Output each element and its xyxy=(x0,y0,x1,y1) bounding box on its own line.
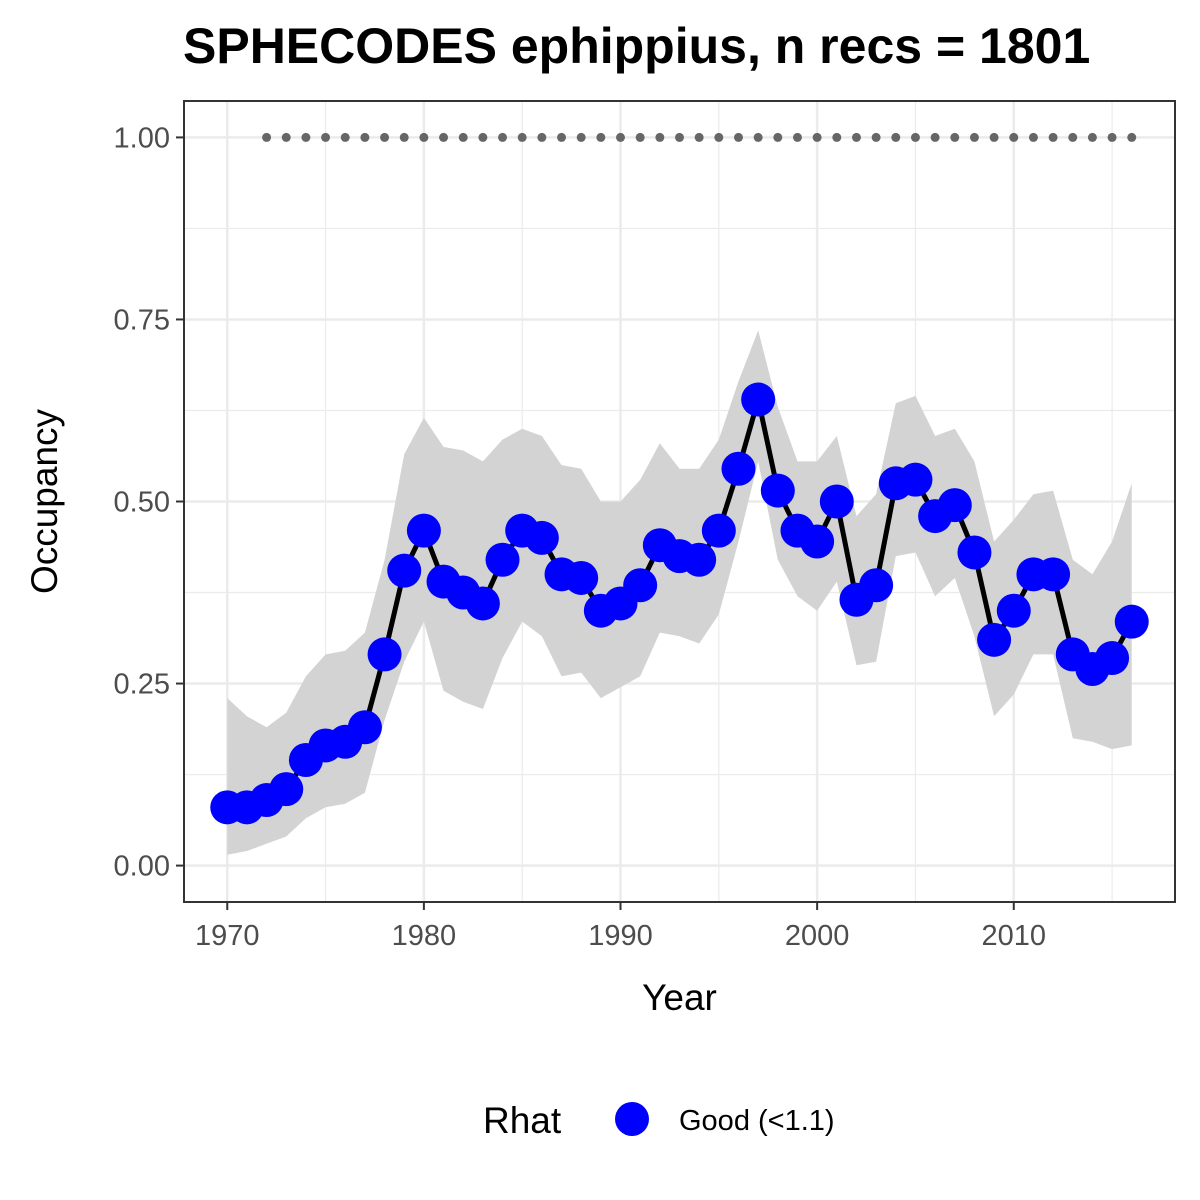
reference-point xyxy=(792,132,802,142)
data-point xyxy=(623,568,658,603)
x-tick-label: 1970 xyxy=(195,920,260,952)
y-tick-label: 0.25 xyxy=(114,669,170,701)
data-point xyxy=(819,484,854,519)
legend-title: Rhat xyxy=(483,1100,562,1141)
data-point xyxy=(682,542,717,577)
data-point xyxy=(367,637,402,672)
x-tick-label: 1980 xyxy=(392,920,457,952)
data-point xyxy=(524,520,559,555)
reference-point xyxy=(439,132,449,142)
occupancy-points xyxy=(210,382,1149,825)
reference-point xyxy=(360,132,370,142)
data-point xyxy=(741,382,776,417)
reference-point xyxy=(812,132,822,142)
x-tick-label: 2000 xyxy=(785,920,850,952)
reference-point xyxy=(478,132,488,142)
reference-point xyxy=(576,132,586,142)
y-tick-label: 0.50 xyxy=(114,487,170,519)
reference-point xyxy=(1048,132,1058,142)
reference-point xyxy=(616,132,626,142)
reference-point xyxy=(301,132,311,142)
reference-point xyxy=(399,132,409,142)
x-tick-label: 1990 xyxy=(588,920,653,952)
reference-point xyxy=(262,132,272,142)
reference-point xyxy=(281,132,291,142)
reference-points xyxy=(262,132,1137,142)
reference-point xyxy=(1107,132,1117,142)
data-point xyxy=(406,513,441,548)
data-point xyxy=(957,535,992,570)
reference-point xyxy=(950,132,960,142)
reference-point xyxy=(694,132,704,142)
reference-point xyxy=(910,132,920,142)
data-point xyxy=(859,568,894,603)
legend-label-good: Good (<1.1) xyxy=(679,1105,835,1137)
reference-point xyxy=(635,132,645,142)
data-point xyxy=(937,488,972,523)
data-point xyxy=(564,560,599,595)
y-tick-label: 0.00 xyxy=(114,851,170,883)
data-point xyxy=(387,553,422,588)
reference-point xyxy=(989,132,999,142)
reference-point xyxy=(380,132,390,142)
y-tick-label: 0.75 xyxy=(114,304,170,336)
y-tick-label: 1.00 xyxy=(114,122,170,154)
reference-point xyxy=(1087,132,1097,142)
data-point xyxy=(1114,604,1149,639)
reference-point xyxy=(1028,132,1038,142)
reference-point xyxy=(930,132,940,142)
data-point xyxy=(760,473,795,508)
y-axis: 0.00 0.25 0.50 0.75 1.00 xyxy=(114,122,184,883)
reference-point xyxy=(340,132,350,142)
reference-point xyxy=(419,132,429,142)
data-point xyxy=(1095,641,1130,676)
reference-point xyxy=(557,132,567,142)
data-point xyxy=(701,513,736,548)
x-tick-label: 2010 xyxy=(982,920,1047,952)
x-axis-title: Year xyxy=(642,977,717,1018)
reference-point xyxy=(517,132,527,142)
reference-point xyxy=(458,132,468,142)
reference-point xyxy=(498,132,508,142)
data-point xyxy=(1036,557,1071,592)
reference-point xyxy=(714,132,724,142)
data-point xyxy=(485,542,520,577)
ribbon-area xyxy=(227,330,1132,855)
reference-point xyxy=(969,132,979,142)
legend-key-good xyxy=(615,1102,649,1136)
x-axis: 1970 1980 1990 2000 2010 xyxy=(195,902,1046,952)
reference-point xyxy=(675,132,684,142)
data-point xyxy=(465,586,500,621)
reference-point xyxy=(596,132,606,142)
reference-point xyxy=(655,132,665,142)
reference-point xyxy=(321,132,331,142)
reference-point xyxy=(1009,132,1019,142)
data-point xyxy=(269,772,304,807)
reference-point xyxy=(733,132,743,142)
reference-point xyxy=(1127,132,1137,142)
data-point xyxy=(898,462,933,497)
data-point xyxy=(977,622,1012,657)
data-point xyxy=(996,593,1031,628)
confidence-ribbon xyxy=(227,330,1132,855)
data-point xyxy=(347,710,382,745)
chart-title: SPHECODES ephippius, n recs = 1801 xyxy=(183,18,1090,74)
reference-point xyxy=(537,132,547,142)
reference-point xyxy=(753,132,763,142)
reference-point xyxy=(851,132,861,142)
reference-point xyxy=(891,132,901,142)
legend: Rhat Good (<1.1) xyxy=(483,1100,835,1141)
reference-point xyxy=(832,132,842,142)
data-point xyxy=(721,451,756,486)
reference-point xyxy=(871,132,881,142)
reference-point xyxy=(773,132,783,142)
y-axis-title: Occupancy xyxy=(24,408,65,594)
data-point xyxy=(800,524,835,559)
reference-point xyxy=(1068,132,1078,142)
